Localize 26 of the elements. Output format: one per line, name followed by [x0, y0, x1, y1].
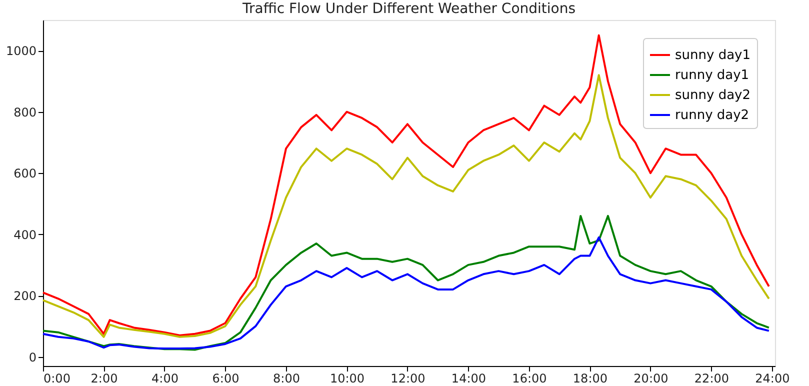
line-series: [42, 214, 770, 351]
x-tick-label: 18:00: [572, 372, 608, 386]
chart-title: Traffic Flow Under Different Weather Conditions: [241, 1, 576, 17]
x-tick-label: 8:00: [273, 372, 300, 386]
legend-label: runny day1: [675, 68, 750, 83]
x-tick-label: 22:00: [694, 372, 730, 386]
legend-label: sunny day1: [675, 48, 750, 63]
y-tick-label: 200: [14, 289, 36, 304]
x-tick-label: 16:00: [512, 372, 547, 386]
legend-label: sunny day2: [675, 88, 750, 103]
legend-label: runny day2: [675, 108, 750, 123]
x-tick-label: 14:00: [451, 372, 486, 386]
x-tick-label: 0:00: [44, 372, 70, 386]
x-tick-label: 2:00: [90, 372, 118, 386]
y-tick-label: 1000: [6, 44, 36, 58]
y-tick-label: 400: [14, 228, 36, 242]
x-tick-label: 24:00: [755, 372, 790, 386]
x-tick-label: 10:00: [330, 372, 365, 386]
y-tick-label: 0: [28, 350, 36, 364]
x-tick-label: 6:00: [212, 372, 240, 386]
x-tick-label: 4:00: [152, 372, 178, 386]
y-tick-label: 600: [14, 166, 36, 181]
x-tick-label: 12:00: [390, 372, 426, 386]
x-tick-label: 20:00: [634, 372, 668, 386]
y-tick-label: 800: [14, 105, 36, 120]
line-series: [42, 236, 770, 350]
